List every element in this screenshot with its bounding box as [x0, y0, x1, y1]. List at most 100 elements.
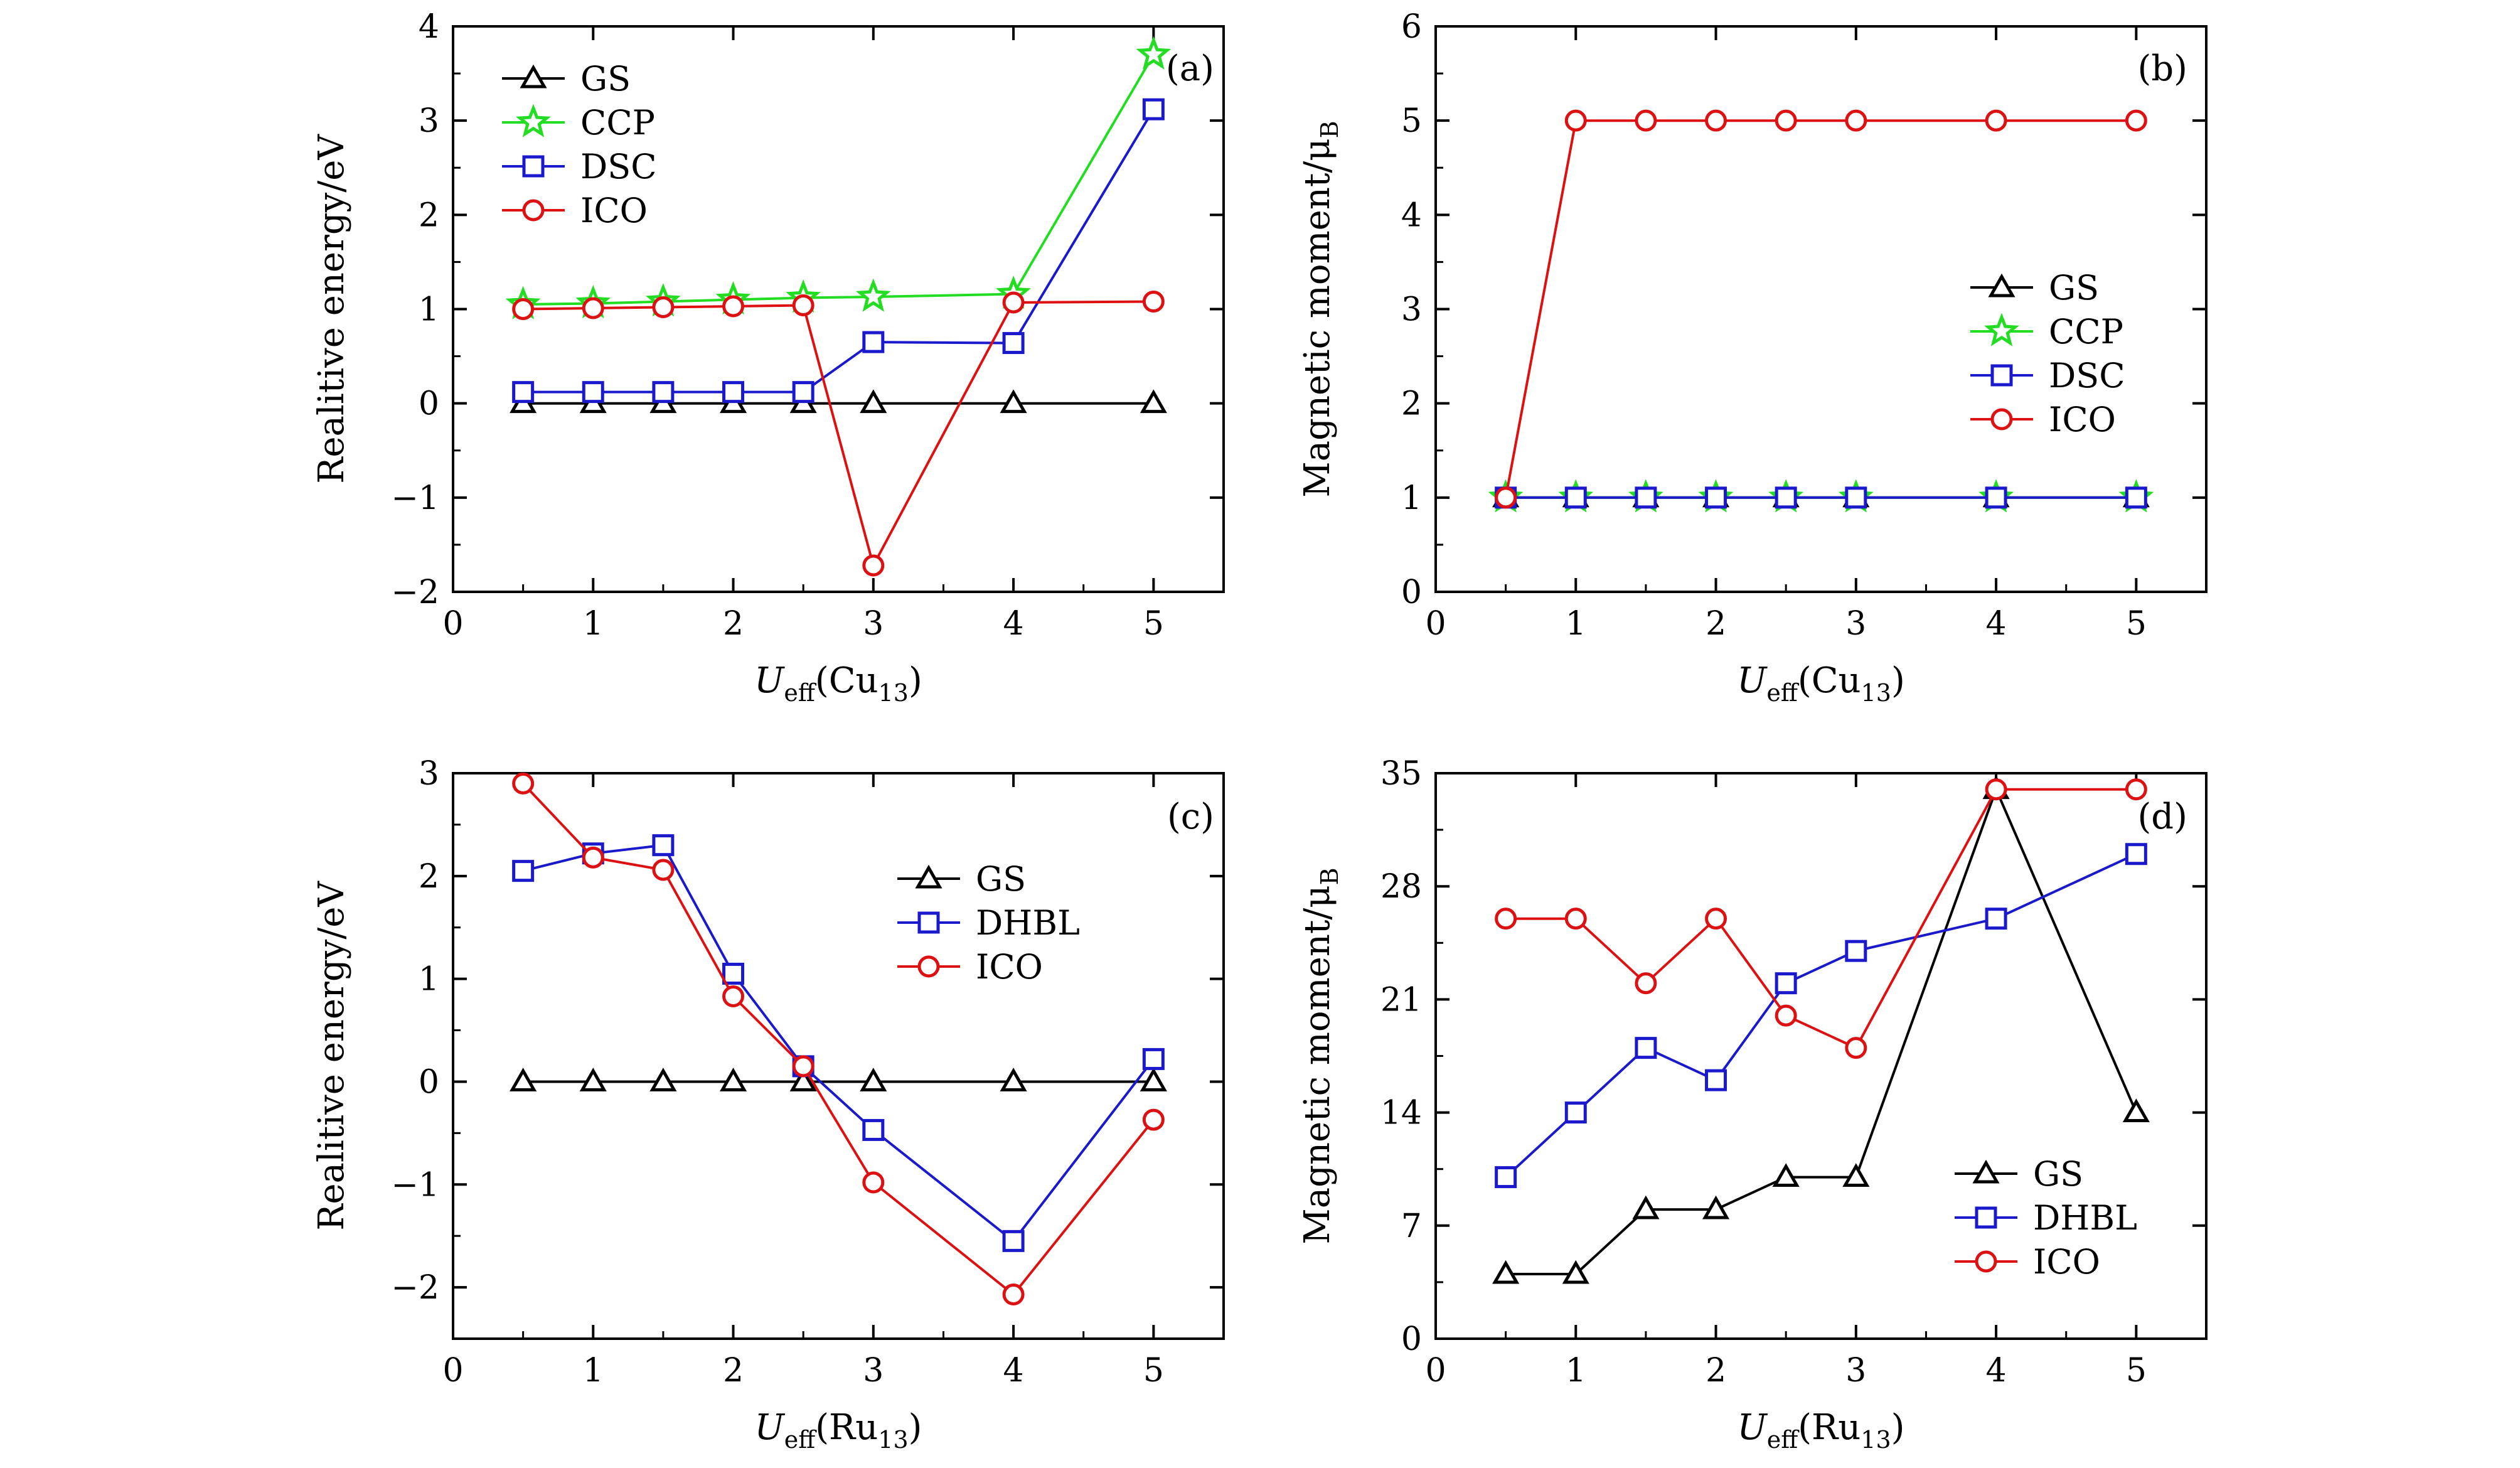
data-point-gs: [1492, 1260, 1520, 1284]
data-point-ico: [1142, 290, 1165, 313]
x-tick-label: 1: [1566, 1352, 1586, 1390]
x-tick-label: 4: [1986, 1352, 2007, 1390]
panel-label: (d): [2137, 796, 2187, 837]
data-point-gs: [1000, 1068, 1027, 1091]
data-point-gs: [1562, 1260, 1589, 1284]
y-axis-label: Realitive energy/eV: [311, 881, 352, 1231]
data-point-ico: [1845, 109, 1867, 132]
data-point-dsc: [1142, 98, 1165, 121]
data-point-gs: [719, 1068, 747, 1091]
data-point-dhbl: [722, 962, 745, 985]
data-point-gs: [510, 1068, 537, 1091]
x-tick-label: 1: [583, 605, 604, 643]
y-tick-label: 0: [1401, 574, 1422, 611]
legend-label-ico: ICO: [976, 947, 1043, 987]
legend-marker-dhbl: [917, 911, 940, 934]
data-point-dsc: [2125, 486, 2147, 509]
series-line-dsc: [523, 109, 1155, 394]
data-point-ccp: [1136, 36, 1172, 70]
data-point-ico: [1635, 109, 1657, 132]
series-line-dhbl: [1505, 852, 2137, 1179]
x-axis-label: Ueff(Ru13): [755, 1407, 922, 1454]
legend-marker-ico: [1975, 1250, 1997, 1273]
legend-marker-dsc: [522, 155, 545, 178]
y-tick-label: −2: [391, 574, 439, 611]
data-point-dhbl: [862, 1118, 885, 1141]
data-point-dhbl: [1495, 1166, 1517, 1189]
data-point-ico: [512, 772, 535, 795]
x-axis-label: Ueff(Cu13): [754, 660, 922, 707]
x-tick-label: 5: [2126, 605, 2147, 643]
y-tick-label: 2: [419, 858, 439, 896]
legend-marker-dhbl: [1975, 1206, 1997, 1229]
x-tick-label: 2: [723, 1352, 744, 1390]
legend-label-ccp: CCP: [580, 103, 655, 142]
data-point-ico: [2125, 778, 2147, 801]
legend-label-gs: GS: [976, 859, 1026, 899]
data-point-ico: [582, 297, 604, 319]
data-point-dhbl: [1705, 1069, 1727, 1091]
data-point-ico: [1705, 908, 1727, 930]
x-tick-label: 3: [1845, 605, 1866, 643]
y-tick-label: 5: [1401, 102, 1422, 140]
y-tick-label: 0: [419, 1063, 439, 1101]
y-tick-label: 2: [1401, 385, 1422, 423]
panel-label: (c): [1167, 796, 1214, 837]
y-tick-label: 1: [419, 291, 439, 329]
legend-label-ccp: CCP: [2049, 312, 2123, 351]
data-point-ccp: [855, 278, 891, 312]
data-point-ico: [1495, 908, 1517, 930]
data-point-gs: [1842, 1163, 1870, 1187]
legend-label-gs: GS: [2049, 268, 2099, 308]
data-point-ico: [1775, 109, 1797, 132]
legend-label-ico: ICO: [580, 191, 648, 230]
data-point-ico: [1564, 908, 1587, 930]
y-tick-label: 14: [1380, 1095, 1422, 1132]
x-axis-label: Ueff(Cu13): [1737, 660, 1905, 707]
data-point-dsc: [1775, 486, 1797, 509]
y-tick-label: −2: [391, 1269, 439, 1307]
data-point-ico: [1564, 109, 1587, 132]
legend-label-gs: GS: [580, 59, 631, 99]
data-point-gs: [1140, 389, 1167, 414]
data-point-ico: [722, 295, 745, 318]
data-point-gs: [1000, 389, 1027, 414]
x-tick-label: 4: [1986, 605, 2007, 643]
data-point-dsc: [652, 381, 675, 404]
panel-c: 0 1 2 3 4 5 −2 −1 0 1 2 3 Ueff(Ru13) Realitive energy…: [311, 755, 1225, 1454]
data-point-ico: [1705, 109, 1727, 132]
y-tick-label: 21: [1380, 981, 1422, 1019]
y-axis-label: Magnetic moment/μB: [1297, 121, 1343, 497]
data-point-dhbl: [1002, 1230, 1025, 1252]
data-point-dsc: [1635, 486, 1657, 509]
data-point-dhbl: [1142, 1047, 1165, 1070]
y-tick-label: 1: [419, 961, 439, 999]
data-point-dhbl: [652, 834, 675, 857]
y-tick-label: 35: [1380, 755, 1422, 793]
data-point-dhbl: [1845, 940, 1867, 962]
series-line-gs: [1505, 786, 2138, 1275]
data-point-dsc: [1985, 486, 2007, 509]
legend-label-ico: ICO: [2033, 1242, 2100, 1282]
data-point-ico: [2125, 109, 2147, 132]
data-point-ico: [862, 1171, 885, 1194]
series-line-ccp: [523, 53, 1155, 306]
data-point-ico: [792, 1055, 814, 1078]
data-point-dsc: [512, 381, 535, 404]
data-point-gs: [2122, 1098, 2150, 1123]
y-tick-label: −1: [391, 1166, 439, 1204]
panel-label: (a): [1166, 48, 1214, 89]
x-tick-label: 3: [863, 605, 884, 643]
legend-label-gs: GS: [2033, 1154, 2083, 1194]
legend-marker-ico: [917, 955, 940, 978]
plot-frame: [452, 772, 1225, 1340]
data-point-dsc: [1564, 486, 1587, 509]
data-point-dhbl: [2125, 843, 2147, 865]
y-tick-label: 2: [419, 196, 439, 234]
data-point-dhbl: [1775, 972, 1797, 995]
y-tick-label: 0: [1401, 1321, 1422, 1358]
data-point-dsc: [1845, 486, 1867, 509]
panel-b: 0 1 2 3 4 5 0 1 2 3 4 5 6 Ueff(Cu13) Magnetic moment/μ…: [1297, 8, 2208, 707]
legend-label-dhbl: DHBL: [2033, 1198, 2137, 1238]
